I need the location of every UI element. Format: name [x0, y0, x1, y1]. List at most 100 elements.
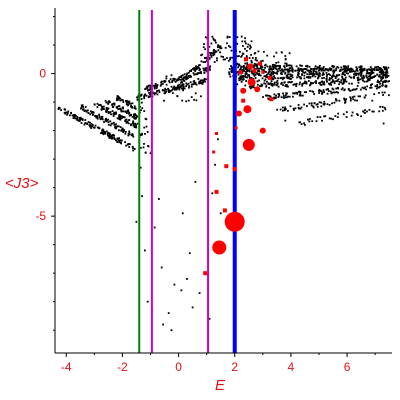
data-point	[371, 72, 373, 75]
data-point	[226, 57, 228, 59]
data-point	[363, 87, 366, 90]
data-point	[119, 139, 121, 141]
data-point	[128, 102, 131, 105]
highlighted-point	[238, 70, 243, 75]
highlighted-point	[259, 127, 266, 134]
data-point	[249, 87, 252, 90]
data-point	[110, 135, 113, 137]
data-point	[111, 103, 114, 105]
data-point	[108, 100, 111, 102]
data-point	[282, 96, 285, 99]
data-point	[321, 74, 324, 77]
data-point	[351, 68, 354, 71]
data-point	[148, 93, 151, 95]
data-point	[276, 82, 279, 85]
highlighted-point	[232, 167, 237, 172]
data-point	[284, 71, 287, 74]
data-point	[188, 71, 190, 74]
data-point	[143, 95, 145, 98]
data-point	[144, 133, 146, 135]
data-point	[350, 114, 353, 117]
data-point	[152, 84, 155, 87]
data-point	[132, 121, 135, 124]
data-point	[107, 118, 109, 121]
data-point	[163, 99, 165, 102]
data-point	[163, 92, 166, 95]
data-point	[292, 107, 295, 110]
data-point	[347, 88, 350, 90]
data-point	[347, 65, 350, 68]
data-point	[178, 83, 181, 86]
data-point	[117, 108, 120, 110]
data-point	[250, 40, 253, 43]
data-point	[345, 69, 347, 72]
data-point	[250, 77, 253, 79]
data-point	[228, 73, 231, 76]
data-point	[188, 85, 190, 87]
data-point	[360, 73, 363, 75]
data-point	[115, 123, 117, 126]
data-point	[270, 80, 273, 82]
data-point	[260, 65, 263, 68]
data-point	[383, 66, 386, 69]
data-point	[190, 96, 193, 98]
data-point	[344, 76, 347, 79]
data-point	[148, 96, 151, 98]
data-point	[136, 99, 139, 101]
data-point	[181, 99, 184, 102]
data-point	[209, 53, 212, 56]
data-point	[380, 71, 382, 74]
data-point	[171, 80, 174, 82]
data-point	[168, 81, 171, 84]
data-point	[170, 74, 173, 77]
data-point	[105, 107, 108, 109]
data-point	[244, 40, 246, 43]
data-point	[381, 84, 384, 87]
highlighted-point	[224, 164, 229, 169]
data-point	[194, 67, 197, 70]
data-point	[120, 109, 122, 112]
data-point	[279, 66, 281, 69]
data-point	[308, 120, 311, 123]
data-point	[270, 73, 273, 75]
data-point	[189, 81, 192, 84]
data-point	[125, 144, 128, 147]
data-point	[108, 101, 110, 104]
data-point	[352, 88, 355, 91]
data-point	[89, 113, 92, 116]
data-point	[336, 66, 339, 68]
data-point	[245, 68, 247, 71]
data-point	[379, 75, 381, 78]
data-point	[108, 137, 111, 139]
data-point	[345, 116, 348, 118]
data-point	[279, 69, 282, 72]
data-point	[309, 76, 312, 79]
data-point	[371, 99, 374, 102]
data-point	[122, 116, 124, 118]
data-point	[87, 121, 90, 123]
highlighted-point	[254, 86, 261, 93]
data-point	[210, 42, 213, 45]
data-point	[332, 72, 335, 75]
data-point	[297, 72, 300, 74]
data-point	[301, 94, 304, 97]
data-point	[380, 70, 383, 73]
data-point	[293, 83, 296, 86]
data-point	[240, 78, 242, 81]
data-point	[332, 70, 334, 73]
data-point	[175, 88, 178, 91]
data-point	[165, 75, 168, 78]
data-point	[155, 87, 158, 89]
data-point	[344, 79, 347, 81]
data-point	[380, 77, 382, 80]
data-point	[357, 76, 360, 79]
data-point	[173, 85, 176, 88]
data-point	[377, 86, 380, 89]
data-point	[143, 97, 146, 100]
data-point	[340, 79, 343, 82]
data-point	[215, 41, 217, 44]
data-point	[240, 55, 242, 58]
data-point	[306, 64, 309, 67]
vertical-marker-lines	[138, 10, 237, 353]
data-point	[304, 80, 306, 83]
